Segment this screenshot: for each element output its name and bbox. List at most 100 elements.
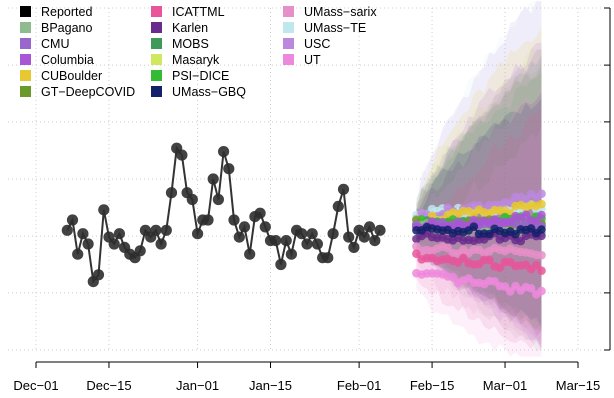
- data-point: [459, 253, 468, 263]
- x-tick-label: Dec−01: [13, 378, 58, 393]
- reported-point: [113, 228, 125, 240]
- data-point: [537, 189, 546, 198]
- x-tick-label: Jan−15: [249, 378, 292, 393]
- reported-point: [202, 214, 214, 226]
- data-point: [469, 215, 479, 225]
- reported-point: [280, 235, 292, 247]
- reported-point: [72, 248, 84, 260]
- reported-series: [61, 142, 386, 288]
- x-tick-label: Dec−15: [86, 378, 131, 393]
- reported-point: [343, 231, 355, 243]
- legend-label: BPagano: [41, 21, 92, 35]
- data-point: [506, 217, 515, 227]
- legend-swatch: [283, 22, 294, 33]
- reported-point: [270, 235, 282, 247]
- reported-point: [348, 241, 360, 253]
- reported-point: [337, 183, 350, 195]
- reported-point: [311, 238, 323, 250]
- legend-swatch: [283, 6, 294, 17]
- gridlines: [8, 7, 606, 351]
- legend-swatch: [20, 38, 31, 49]
- reported-point: [369, 235, 381, 247]
- x-tick-label: Feb−01: [337, 378, 381, 393]
- legend-label: UMass−GBQ: [172, 85, 246, 99]
- reported-point: [228, 214, 240, 226]
- axes: Dec−01 Dec−15 Jan−01 Jan−15 Feb−01 Feb−15 Mar−…: [13, 7, 611, 393]
- legend-label: UT: [304, 53, 321, 67]
- reported-point: [306, 228, 318, 240]
- legend-label: ICATTML: [172, 5, 225, 19]
- reported-point: [374, 224, 386, 236]
- legend-swatch: [20, 70, 31, 81]
- reported-point: [254, 207, 266, 219]
- reported-point: [207, 173, 219, 185]
- data-point: [537, 266, 546, 276]
- reported-point: [176, 149, 188, 161]
- reported-point: [160, 224, 172, 236]
- legend-swatch: [20, 86, 31, 97]
- data-point: [532, 260, 541, 270]
- reported-point: [285, 248, 297, 260]
- legend-label: Columbia: [41, 53, 94, 67]
- legend-swatch: [151, 70, 162, 81]
- data-point: [448, 272, 458, 282]
- legend-swatch: [151, 6, 162, 17]
- reported-point: [134, 245, 146, 257]
- legend-label: CMU: [41, 37, 69, 51]
- reported-point: [150, 224, 162, 236]
- x-tick-label: Feb−15: [410, 378, 454, 393]
- reported-point: [92, 269, 105, 281]
- data-point: [485, 255, 494, 265]
- data-point: [427, 217, 437, 226]
- legend-swatch: [151, 22, 162, 33]
- data-point: [537, 286, 546, 296]
- legend-label: UMass−sarix: [304, 5, 377, 19]
- reported-point: [332, 200, 344, 212]
- data-point: [412, 249, 421, 258]
- legend-swatch: [20, 6, 31, 17]
- reported-point: [165, 187, 178, 199]
- data-point: [469, 222, 479, 231]
- reported-point: [77, 228, 89, 240]
- series-ut: [412, 268, 546, 299]
- x-tick-label: Jan−01: [176, 378, 219, 393]
- forecast-interval-bands: [416, 1, 542, 357]
- legend-swatch: [20, 22, 31, 33]
- reported-point: [61, 224, 73, 236]
- data-point: [537, 250, 546, 260]
- series-umass-sarix: [412, 242, 546, 260]
- reported-point: [244, 248, 256, 260]
- legend-label: USC: [304, 37, 330, 51]
- data-point: [506, 287, 515, 296]
- data-point: [537, 210, 546, 220]
- legend-label: CUBoulder: [41, 69, 102, 83]
- reported-point: [98, 204, 110, 216]
- legend-swatch: [151, 54, 162, 65]
- reported-point: [218, 146, 230, 158]
- reported-point: [212, 193, 224, 206]
- data-point: [526, 284, 536, 293]
- legend-label: MOBS: [172, 37, 209, 51]
- legend-swatch: [151, 38, 162, 49]
- reported-point: [238, 221, 251, 233]
- reported-point: [363, 221, 376, 233]
- reported-point: [275, 258, 287, 271]
- data-point: [521, 195, 531, 204]
- legend-label: PSI−DICE: [172, 69, 229, 83]
- data-point: [521, 210, 531, 220]
- legend-label: GT−DeepCOVID: [41, 85, 135, 99]
- x-tick-label: Mar−01: [483, 378, 527, 393]
- reported-point: [301, 238, 313, 250]
- reported-point: [186, 193, 198, 206]
- reported-point: [108, 238, 120, 250]
- reported-point: [358, 231, 370, 243]
- data-point: [537, 225, 546, 234]
- reported-point: [155, 238, 167, 250]
- legend-label: Reported: [41, 5, 92, 19]
- legend-swatch: [283, 38, 294, 49]
- legend-swatch: [151, 86, 162, 97]
- series-icattml: [412, 249, 546, 276]
- reported-point: [233, 231, 245, 243]
- legend-label: UMass−TE: [304, 21, 366, 35]
